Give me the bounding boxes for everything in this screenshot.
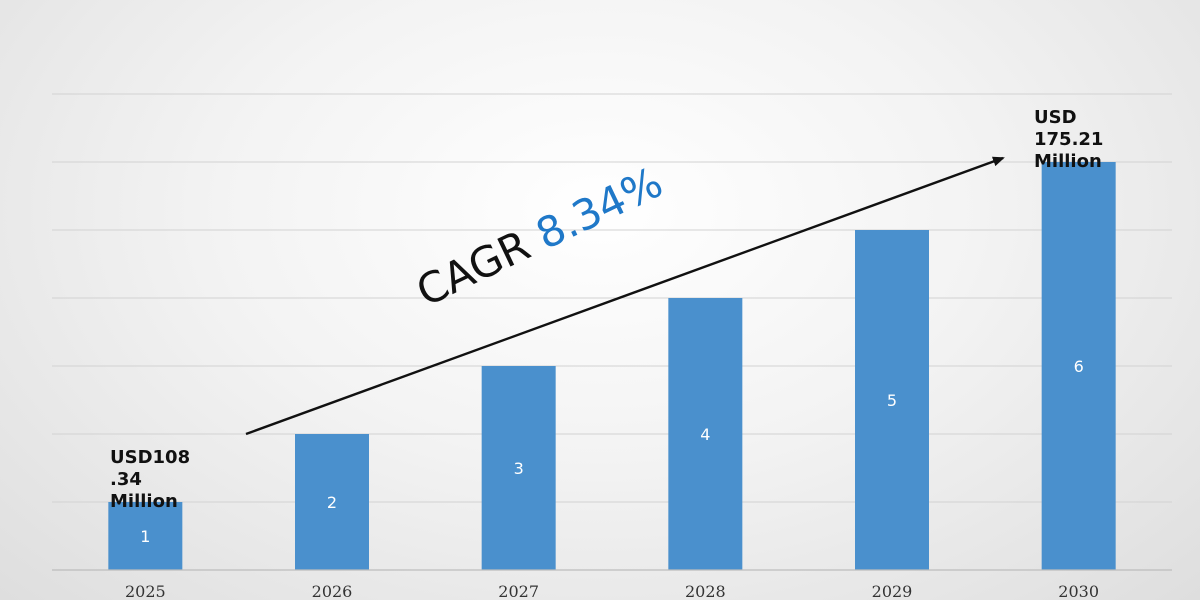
bar-2029 <box>855 230 929 570</box>
gridlines <box>52 93 1172 503</box>
bar-2026 <box>295 434 369 570</box>
bar-2025 <box>108 502 183 570</box>
bar-data-label: 6 <box>1074 357 1084 376</box>
bar-data-labels: 1 2 3 4 5 6 <box>140 357 1084 546</box>
bars <box>108 162 1116 570</box>
end-value-callout: USD 175.21 Million <box>1034 107 1104 172</box>
x-axis-tick-labels: 2025 2026 2027 2028 2029 2030 <box>125 582 1099 600</box>
bar-data-label: 1 <box>140 527 150 546</box>
bar-data-label: 3 <box>514 459 524 478</box>
bar-data-label: 2 <box>327 493 337 512</box>
x-tick-label-2026: 2026 <box>312 582 353 600</box>
x-tick-label-2025: 2025 <box>125 582 166 600</box>
x-tick-label-2028: 2028 <box>685 582 726 600</box>
x-tick-label-2029: 2029 <box>872 582 913 600</box>
start-value-callout: USD108 .34 Million <box>110 447 191 512</box>
bar-2027 <box>481 366 556 570</box>
bar-2030 <box>1041 162 1116 570</box>
arrow-up-right-icon <box>245 156 1005 436</box>
bar-data-label: 4 <box>700 425 710 444</box>
x-tick-label-2030: 2030 <box>1058 582 1099 600</box>
bar-data-label: 5 <box>887 391 897 410</box>
x-tick-label-2027: 2027 <box>498 582 539 600</box>
bar-2028 <box>668 298 743 570</box>
